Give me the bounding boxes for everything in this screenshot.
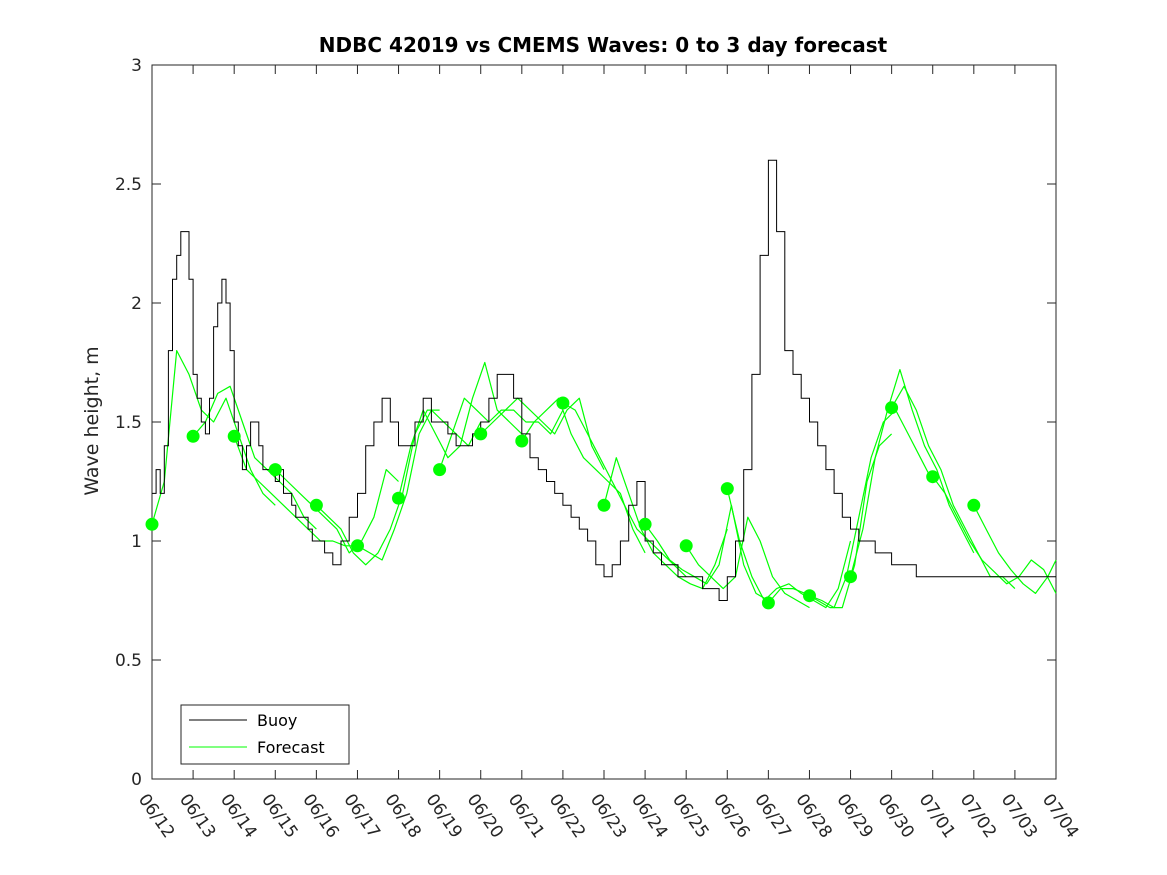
forecast-point bbox=[515, 434, 529, 448]
forecast-run-line bbox=[357, 409, 482, 561]
y-tick-label: 0.5 bbox=[115, 651, 142, 671]
forecast-point bbox=[761, 596, 775, 610]
y-tick-label: 2.5 bbox=[115, 175, 142, 195]
forecast-run-line bbox=[644, 504, 769, 602]
forecast-run-line bbox=[685, 516, 810, 609]
forecast-point bbox=[351, 539, 364, 553]
forecast-point bbox=[474, 427, 488, 441]
legend: Buoy Forecast bbox=[180, 704, 350, 765]
forecast-run-line bbox=[562, 402, 687, 578]
forecast-point bbox=[679, 539, 693, 553]
forecast-point bbox=[186, 429, 200, 443]
forecast-run-line bbox=[932, 476, 1057, 594]
forecast-point bbox=[844, 570, 857, 584]
forecast-point bbox=[597, 498, 611, 512]
axes-frame bbox=[151, 64, 1057, 780]
forecast-lines bbox=[151, 350, 1057, 609]
forecast-points bbox=[145, 396, 981, 610]
forecast-point bbox=[433, 463, 447, 477]
forecast-point bbox=[967, 498, 981, 512]
y-tick-label: 1 bbox=[131, 532, 142, 552]
forecast-run-line bbox=[726, 488, 852, 609]
y-axis-label: Wave height, m bbox=[81, 346, 103, 495]
forecast-run-line bbox=[849, 369, 975, 577]
y-tick-label: 1.5 bbox=[115, 413, 142, 433]
buoy-line bbox=[152, 159, 1056, 601]
forecast-run-line bbox=[767, 433, 893, 609]
chart-title: NDBC 42019 vs CMEMS Waves: 0 to 3 day fo… bbox=[319, 33, 888, 57]
forecast-point bbox=[926, 470, 940, 484]
forecast-run-line bbox=[315, 409, 440, 566]
forecast-point bbox=[885, 401, 899, 415]
forecast-run-line bbox=[480, 397, 605, 470]
forecast-point bbox=[227, 429, 241, 443]
legend-forecast-label: Forecast bbox=[257, 738, 325, 757]
y-tick-labels: 0 0.5 1 1.5 2 2.5 3 bbox=[115, 56, 142, 790]
forecast-point bbox=[309, 498, 323, 512]
y-tick-label: 0 bbox=[131, 770, 142, 790]
forecast-run-line bbox=[439, 397, 564, 470]
forecast-point bbox=[638, 517, 652, 531]
forecast-point bbox=[720, 482, 734, 496]
y-tick-label: 3 bbox=[131, 56, 142, 76]
forecast-run-line bbox=[809, 409, 934, 609]
forecast-run-line bbox=[274, 469, 399, 554]
forecast-point bbox=[392, 491, 405, 505]
forecast-point bbox=[556, 396, 570, 410]
legend-buoy-label: Buoy bbox=[257, 711, 297, 730]
y-tick-label: 2 bbox=[131, 294, 142, 314]
forecast-run-line bbox=[192, 385, 317, 530]
forecast-point bbox=[268, 463, 282, 477]
buoy-series-line bbox=[152, 159, 1056, 601]
forecast-point bbox=[803, 589, 816, 603]
forecast-point bbox=[145, 517, 159, 531]
legend-box bbox=[180, 704, 350, 765]
